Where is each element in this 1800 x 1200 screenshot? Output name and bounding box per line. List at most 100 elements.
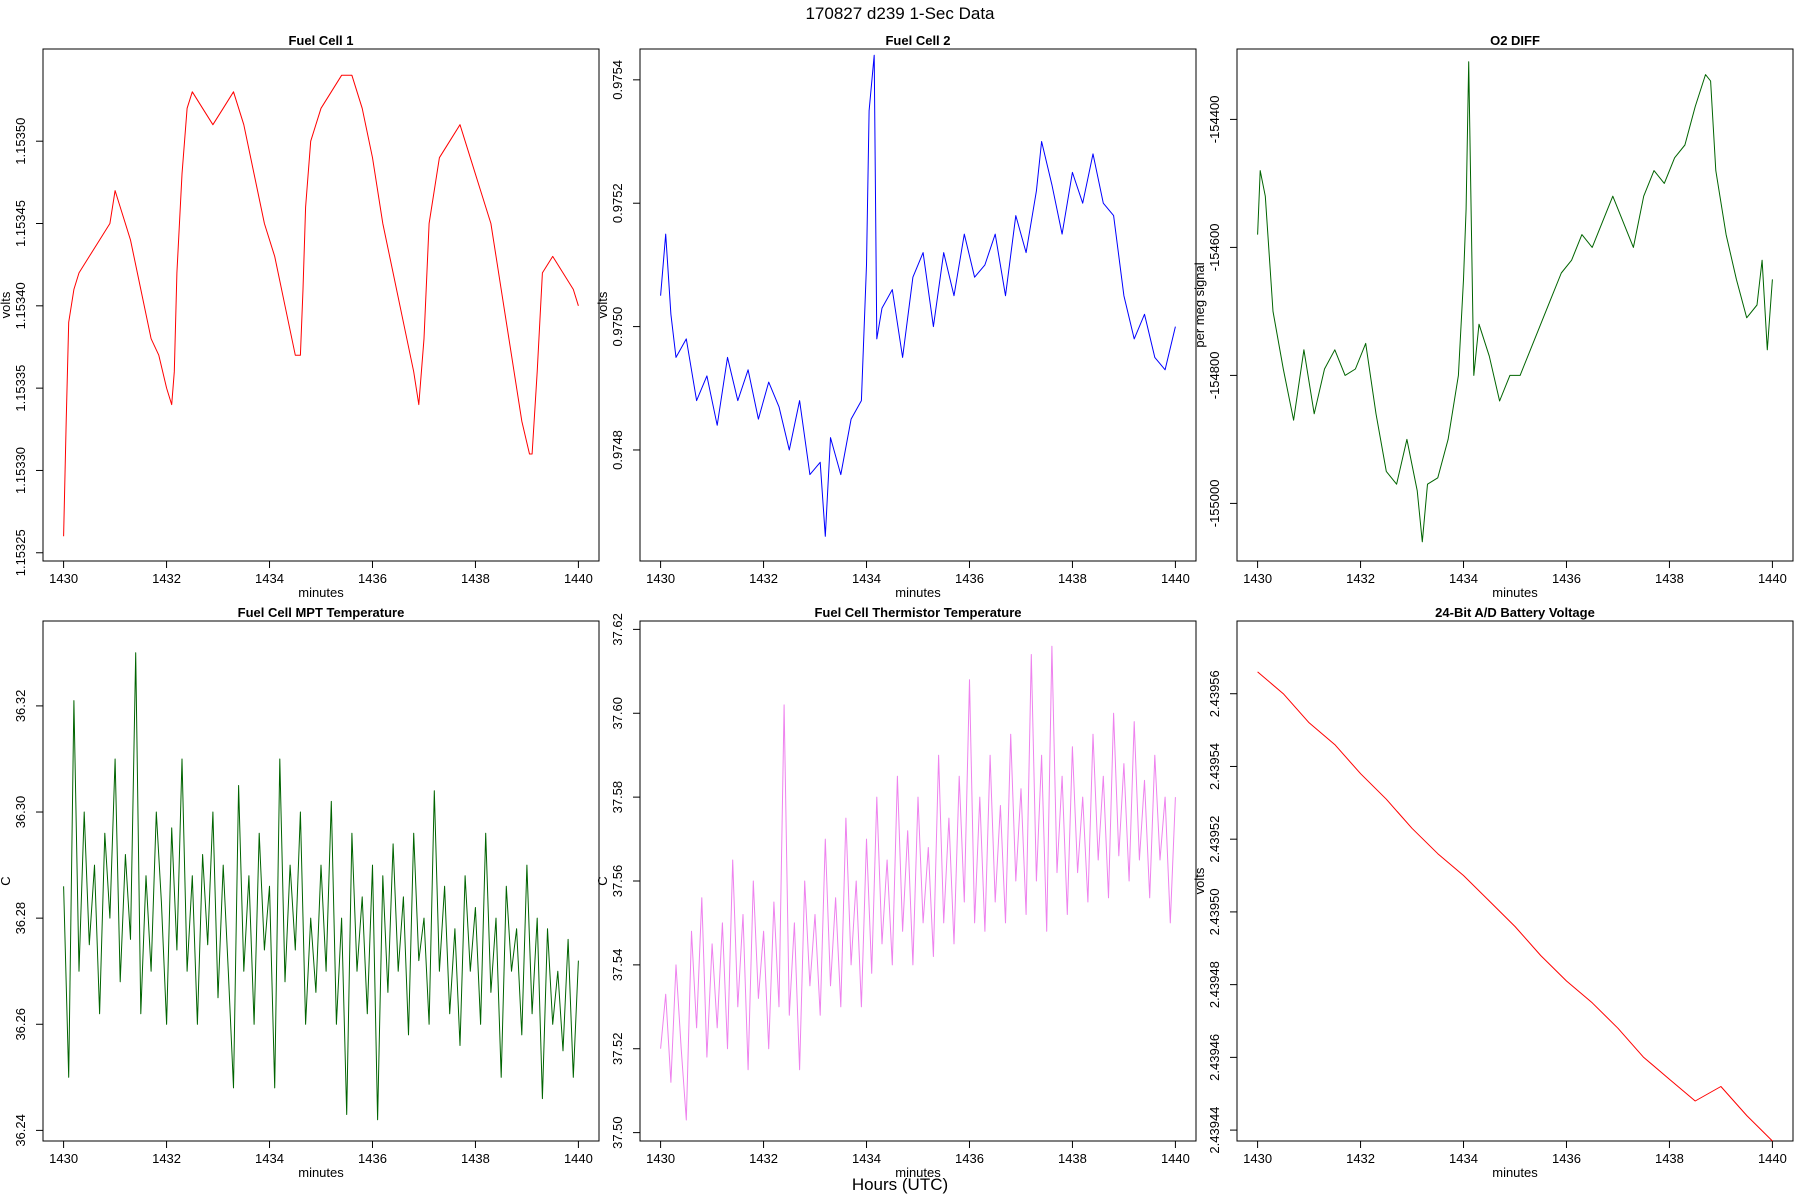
panel-title: Fuel Cell Thermistor Temperature <box>814 605 1021 620</box>
y-tick-label: 36.32 <box>13 690 28 723</box>
x-tick-label: 1438 <box>1655 1151 1684 1166</box>
y-tick-label: 0.9752 <box>610 183 625 223</box>
chart-panel-4: Fuel Cell MPT Temperature 1430 1432 1434 143… <box>0 605 600 1180</box>
y-tick-label: -154800 <box>1207 352 1222 400</box>
x-axis-label: minutes <box>1492 1165 1538 1180</box>
x-tick-label: 1440 <box>564 1151 593 1166</box>
panel-title: Fuel Cell MPT Temperature <box>238 605 405 620</box>
y-axis-label: volts <box>595 291 610 318</box>
x-tick-label: 1440 <box>1758 571 1787 586</box>
y-tick-label: 37.54 <box>610 949 625 982</box>
x-tick-label: 1434 <box>1449 571 1478 586</box>
x-tick-label: 1430 <box>646 571 675 586</box>
x-tick-label: 1436 <box>358 1151 387 1166</box>
series-line <box>63 74 579 537</box>
y-tick-label: 36.24 <box>13 1114 28 1147</box>
y-tick-label: 0.9754 <box>610 60 625 100</box>
series-line <box>660 645 1176 1121</box>
x-tick-label: 1430 <box>49 1151 78 1166</box>
x-tick-label: 1436 <box>955 571 984 586</box>
y-axis-label: C <box>595 876 610 885</box>
y-tick-label: 1.15325 <box>13 529 28 576</box>
x-tick-label: 1430 <box>1243 1151 1272 1166</box>
x-tick-label: 1436 <box>955 1151 984 1166</box>
y-tick-label: 1.15340 <box>13 282 28 329</box>
x-tick-label: 1430 <box>1243 571 1272 586</box>
x-axis-label: minutes <box>895 585 941 600</box>
chart-panel-6: 24-Bit A/D Battery Voltage 1430 1432 1434 14… <box>1192 605 1794 1180</box>
x-tick-label: 1436 <box>358 571 387 586</box>
x-tick-label: 1438 <box>1058 571 1087 586</box>
y-axis-label: volts <box>0 291 13 318</box>
series-line <box>1257 61 1773 543</box>
y-tick-label: 2.43944 <box>1207 1107 1222 1154</box>
panel-title: Fuel Cell 2 <box>885 33 950 48</box>
y-tick-label: 1.15330 <box>13 447 28 494</box>
x-tick-label: 1432 <box>1346 1151 1375 1166</box>
x-tick-label: 1434 <box>255 571 284 586</box>
figure-xlabel: Hours (UTC) <box>852 1175 948 1194</box>
x-tick-label: 1434 <box>1449 1151 1478 1166</box>
panel-title: O2 DIFF <box>1490 33 1540 48</box>
x-tick-label: 1430 <box>49 571 78 586</box>
y-tick-label: 37.56 <box>610 865 625 898</box>
y-axis-label: C <box>0 876 13 885</box>
y-tick-label: 36.26 <box>13 1008 28 1041</box>
y-tick-label: -154600 <box>1207 224 1222 272</box>
chart-panel-3: O2 DIFF 1430 1432 1434 1436 1438 1440 minutes -1… <box>1192 33 1794 600</box>
y-tick-label: 2.43954 <box>1207 743 1222 790</box>
plot-frame <box>639 620 1197 1142</box>
y-tick-label: 2.43946 <box>1207 1034 1222 1081</box>
chart-panel-2: Fuel Cell 2 1430 1432 1434 1436 1438 1440 minut… <box>595 33 1197 600</box>
plot-frame <box>42 48 600 562</box>
x-tick-label: 1440 <box>1161 1151 1190 1166</box>
x-tick-label: 1430 <box>646 1151 675 1166</box>
y-axis-label: volts <box>1192 867 1207 894</box>
plot-frame <box>1236 620 1794 1142</box>
y-tick-label: 0.9750 <box>610 307 625 347</box>
panels: Fuel Cell 1 1430 1432 1434 1436 1438 1440 minut… <box>0 33 1794 1180</box>
x-axis-label: minutes <box>298 1165 344 1180</box>
plot-frame <box>42 620 600 1142</box>
y-tick-label: 1.15350 <box>13 118 28 165</box>
y-tick-label: 37.50 <box>610 1116 625 1149</box>
y-tick-label: 36.30 <box>13 796 28 829</box>
y-tick-label: 37.52 <box>610 1032 625 1065</box>
x-tick-label: 1434 <box>852 571 881 586</box>
x-tick-label: 1434 <box>852 1151 881 1166</box>
x-tick-label: 1434 <box>255 1151 284 1166</box>
x-tick-label: 1432 <box>749 571 778 586</box>
x-tick-label: 1440 <box>564 571 593 586</box>
x-tick-label: 1436 <box>1552 571 1581 586</box>
x-tick-label: 1438 <box>461 1151 490 1166</box>
y-tick-label: 2.43950 <box>1207 888 1222 935</box>
y-tick-label: -155000 <box>1207 480 1222 528</box>
y-tick-label: 2.43952 <box>1207 816 1222 863</box>
x-axis-label: minutes <box>895 1165 941 1180</box>
panel-title: 24-Bit A/D Battery Voltage <box>1435 605 1595 620</box>
y-tick-label: 36.28 <box>13 902 28 935</box>
x-axis-label: minutes <box>298 585 344 600</box>
x-tick-label: 1438 <box>461 571 490 586</box>
y-tick-label: 1.15345 <box>13 200 28 247</box>
x-tick-label: 1436 <box>1552 1151 1581 1166</box>
figure-title: 170827 d239 1-Sec Data <box>805 4 995 23</box>
y-tick-label: 1.15335 <box>13 365 28 412</box>
x-tick-label: 1440 <box>1161 571 1190 586</box>
x-tick-label: 1432 <box>1346 571 1375 586</box>
y-tick-label: 0.9748 <box>610 430 625 470</box>
y-axis-label: per meg signal <box>1192 262 1207 347</box>
series-line <box>63 652 579 1121</box>
x-tick-label: 1432 <box>152 1151 181 1166</box>
x-tick-label: 1432 <box>749 1151 778 1166</box>
x-tick-label: 1432 <box>152 571 181 586</box>
panel-title: Fuel Cell 1 <box>288 33 353 48</box>
y-tick-label: 37.62 <box>610 613 625 646</box>
x-tick-label: 1440 <box>1758 1151 1787 1166</box>
y-tick-label: 2.43956 <box>1207 670 1222 717</box>
x-axis-label: minutes <box>1492 585 1538 600</box>
series-line <box>660 54 1176 537</box>
series-line <box>1257 671 1773 1142</box>
plot-frame <box>639 48 1197 562</box>
